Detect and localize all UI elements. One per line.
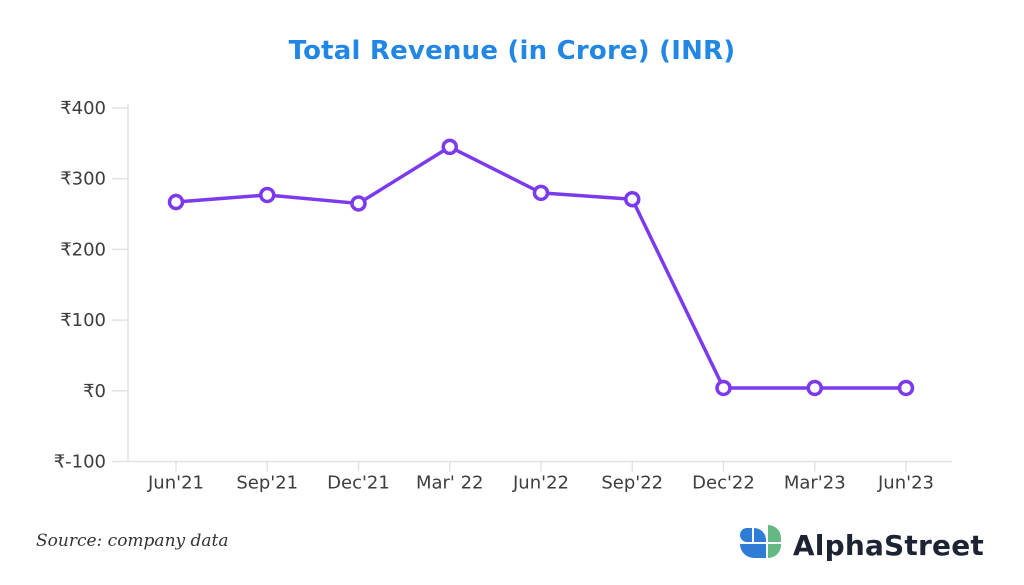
data-point-marker bbox=[350, 195, 367, 212]
x-axis-tick-label: Mar'23 bbox=[784, 473, 846, 494]
axes bbox=[127, 104, 952, 463]
x-axis-tick-label: Jun'22 bbox=[512, 473, 569, 494]
data-point-marker bbox=[259, 186, 276, 204]
data-point-marker bbox=[897, 379, 915, 397]
data-point-marker bbox=[624, 190, 641, 208]
brand-name: AlphaStreet bbox=[792, 528, 984, 562]
x-axis-tick-label: Sep'22 bbox=[601, 473, 663, 494]
y-axis-tick-label: ₹400 bbox=[60, 98, 106, 119]
source-note: Source: company data bbox=[36, 531, 229, 551]
x-axis-tick-label: Jun'21 bbox=[147, 473, 204, 494]
chart-title: Total Revenue (in Crore) (INR) bbox=[288, 36, 736, 66]
y-axis-tick-label: ₹100 bbox=[60, 310, 106, 331]
logo-petal-blue-left bbox=[739, 528, 752, 542]
brand-footer: AlphaStreet bbox=[739, 525, 984, 565]
data-point-marker bbox=[441, 138, 458, 156]
logo-petal-green-bottom bbox=[767, 544, 781, 558]
logo-petal-blue-top bbox=[753, 528, 766, 542]
logo-petal-green-top bbox=[767, 525, 781, 542]
data-point-marker bbox=[715, 379, 732, 397]
x-axis-tick-label: Dec'21 bbox=[327, 473, 390, 494]
data-point-marker bbox=[532, 184, 550, 202]
data-point-marker bbox=[806, 379, 823, 397]
y-axis-tick-label: ₹-100 bbox=[54, 452, 106, 473]
y-axis-tick-label: ₹200 bbox=[60, 239, 106, 260]
data-point-marker bbox=[167, 193, 185, 211]
alphastreet-logo-icon bbox=[739, 525, 781, 565]
x-axis-tick-label: Jun'23 bbox=[877, 473, 934, 494]
logo-petal-blue-bottom bbox=[739, 544, 766, 558]
y-axis-tick-label: ₹300 bbox=[60, 169, 106, 190]
revenue-line bbox=[174, 145, 908, 390]
y-axis-tick-label: ₹0 bbox=[83, 381, 106, 402]
x-axis-tick-label: Mar' 22 bbox=[416, 473, 484, 494]
x-axis-tick-label: Dec'22 bbox=[692, 473, 755, 494]
x-axis-tick-label: Sep'21 bbox=[236, 473, 298, 494]
